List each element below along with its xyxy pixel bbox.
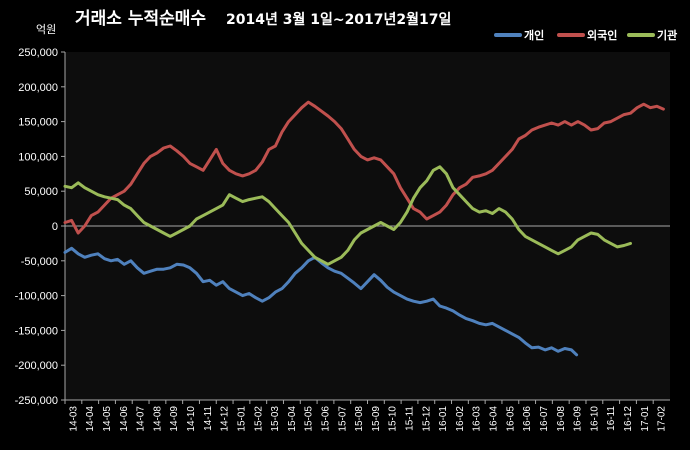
y-tick-label: -250,000 [15,395,58,407]
x-tick-label: 15-02 [253,406,264,432]
x-tick-label: 17-02 [657,406,668,432]
x-tick-label: 17-01 [640,406,651,432]
x-tick-label: 14-07 [136,406,147,432]
x-tick-label: 15-07 [337,406,348,432]
x-tick-label: 14-11 [203,406,214,431]
y-tick-label: 200,000 [18,82,58,94]
x-tick-label: 14-08 [152,406,163,432]
x-tick-label: 14-05 [102,406,113,432]
y-tick-label: -150,000 [15,325,58,337]
x-tick-label: 15-05 [304,406,315,432]
y-tick-label: 50,000 [24,186,58,198]
x-tick-label: 16-12 [623,406,634,432]
y-axis-unit: 억원 [36,23,56,36]
chart-subtitle: 2014년 3월 1일~2017년2월17일 [226,11,451,28]
x-tick-label: 14-04 [85,406,96,432]
x-tick-label: 16-06 [522,406,533,432]
series-line-외국인 [63,100,665,235]
x-tick-label: 15-04 [287,406,298,432]
x-tick-label: 16-05 [505,406,516,432]
x-axis: 14-03 14-04 14-05 14-06 14-07 14-08 14-09 14-10… [64,225,670,432]
legend-label-기관: 기관 [657,28,677,42]
x-tick-label: 16-02 [455,406,466,432]
legend-label-개인: 개인 [524,28,544,42]
x-tick-label: 16-08 [556,406,567,432]
y-tick-label: 0 [52,221,58,233]
x-tick-label: 15-06 [320,406,331,432]
series-line-개인 [63,246,579,357]
x-tick-label: 15-03 [270,406,281,432]
x-tick-label: 15-01 [236,406,247,432]
y-tick-label: 100,000 [18,151,58,163]
x-tick-label: 15-09 [371,406,382,432]
y-axis: 250,000 200,000 150,000 100,000 50,000 0 -50,0… [15,47,66,407]
y-tick-label: -50,000 [21,256,58,268]
x-tick-label: 14-06 [119,406,130,432]
x-tick-label: 15-10 [388,406,399,432]
x-tick-label: 15-12 [421,406,432,432]
x-tick-label: 14-03 [68,406,79,432]
x-tick-label: 16-01 [438,406,449,432]
x-tick-label: 16-07 [539,406,550,432]
x-tick-label: 15-11 [405,406,416,431]
y-tick-label: 150,000 [18,117,58,129]
series-line-기관 [63,165,632,266]
x-tick-label: 14-09 [169,406,180,432]
x-tick-label: 16-11 [606,406,617,431]
x-tick-label: 16-03 [472,406,483,432]
x-tick-label: 14-10 [186,406,197,432]
y-tick-label: 250,000 [18,47,58,59]
legend: 개인 외국인 기관 [494,28,677,42]
x-tick-label: 16-04 [489,406,500,432]
y-tick-label: -200,000 [15,360,58,372]
chart-title: 거래소 누적순매수 [75,9,206,29]
y-tick-label: -100,000 [15,291,58,303]
legend-label-외국인: 외국인 [587,28,617,42]
x-tick-label: 15-08 [354,406,365,432]
series-layer [63,100,665,357]
x-tick-label: 16-09 [573,406,584,432]
x-tick-label: 16-10 [589,406,600,432]
x-tick-label: 14-12 [220,406,231,432]
